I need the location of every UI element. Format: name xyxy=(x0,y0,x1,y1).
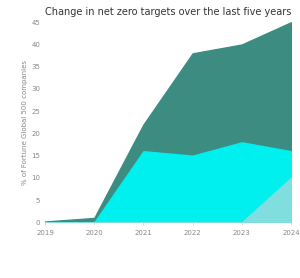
Y-axis label: % of Fortune Global 500 companies: % of Fortune Global 500 companies xyxy=(22,60,28,185)
Text: Change in net zero targets over the last five years: Change in net zero targets over the last… xyxy=(45,7,291,17)
